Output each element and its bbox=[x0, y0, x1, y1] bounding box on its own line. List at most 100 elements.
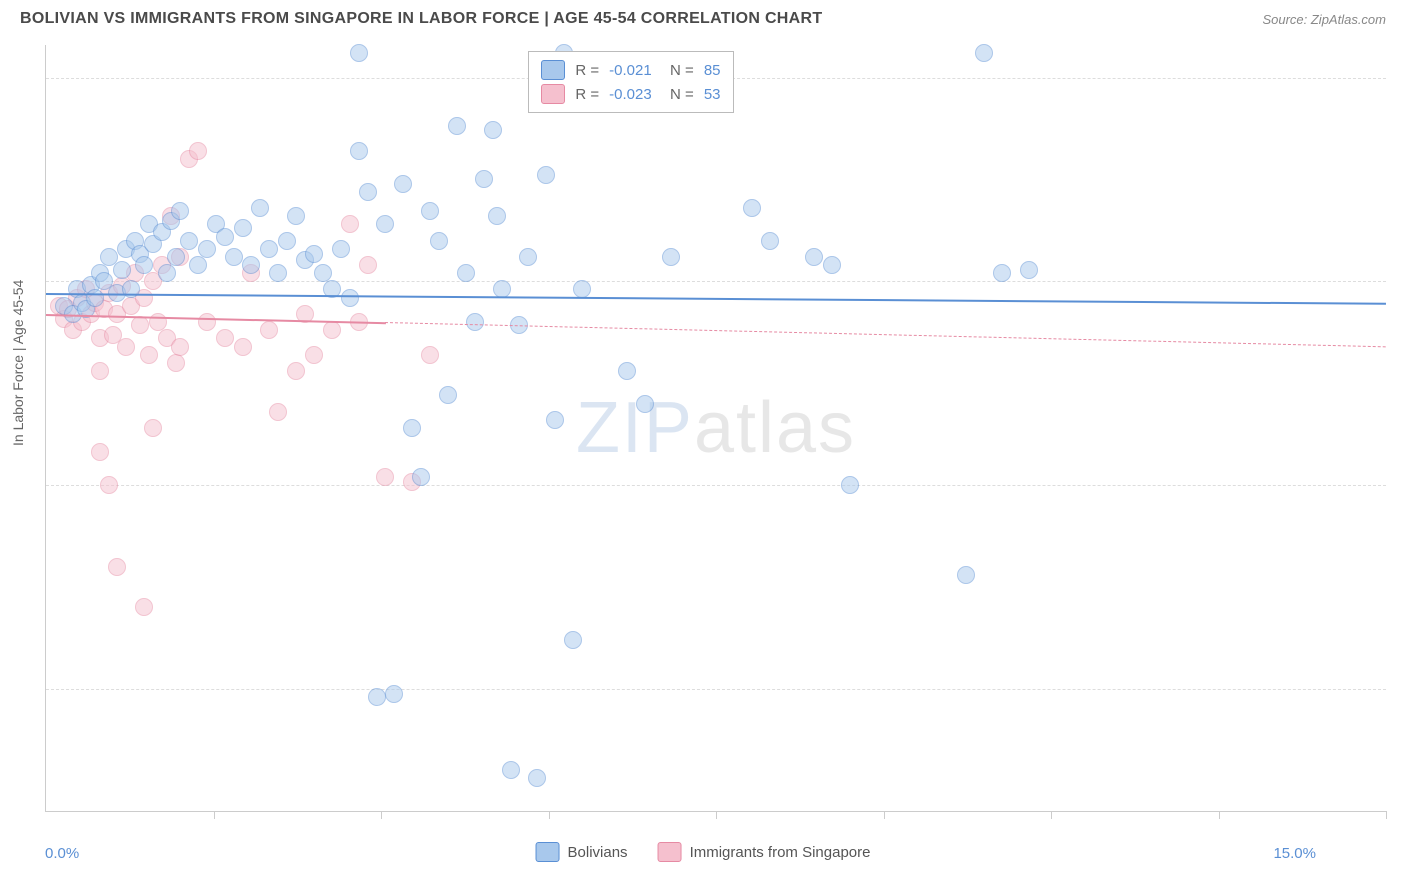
trend-line bbox=[46, 293, 1386, 305]
data-point bbox=[394, 175, 412, 193]
data-point bbox=[412, 468, 430, 486]
data-point bbox=[198, 313, 216, 331]
data-point bbox=[314, 264, 332, 282]
data-point bbox=[403, 419, 421, 437]
data-point bbox=[350, 142, 368, 160]
swatch-icon bbox=[541, 84, 565, 104]
swatch-icon bbox=[541, 60, 565, 80]
x-tick bbox=[1051, 811, 1052, 819]
data-point bbox=[376, 468, 394, 486]
data-point bbox=[528, 769, 546, 787]
gridline bbox=[46, 485, 1386, 486]
data-point bbox=[573, 280, 591, 298]
data-point bbox=[180, 232, 198, 250]
data-point bbox=[100, 476, 118, 494]
data-point bbox=[216, 228, 234, 246]
data-point bbox=[350, 44, 368, 62]
legend-stats: R = -0.021 N = 85R = -0.023 N = 53 bbox=[528, 51, 733, 113]
data-point bbox=[519, 248, 537, 266]
data-point bbox=[269, 403, 287, 421]
data-point bbox=[135, 598, 153, 616]
x-axis-max-label: 15.0% bbox=[1273, 845, 1316, 862]
scatter-chart: ZIPatlas 62.5%75.0%87.5%100.0%R = -0.021… bbox=[45, 45, 1386, 812]
data-point bbox=[189, 256, 207, 274]
y-tick-label: 87.5% bbox=[1396, 273, 1406, 290]
data-point bbox=[216, 329, 234, 347]
data-point bbox=[158, 264, 176, 282]
gridline bbox=[46, 689, 1386, 690]
swatch-singapore-icon bbox=[658, 842, 682, 862]
source-attribution: Source: ZipAtlas.com bbox=[1262, 12, 1386, 27]
legend-label-singapore: Immigrants from Singapore bbox=[690, 844, 871, 861]
data-point bbox=[618, 362, 636, 380]
data-point bbox=[305, 245, 323, 263]
data-point bbox=[269, 264, 287, 282]
r-value: -0.023 bbox=[609, 86, 652, 103]
legend-stats-row: R = -0.023 N = 53 bbox=[541, 82, 720, 106]
data-point bbox=[421, 202, 439, 220]
y-axis-title: In Labor Force | Age 45-54 bbox=[10, 280, 26, 446]
data-point bbox=[430, 232, 448, 250]
data-point bbox=[287, 362, 305, 380]
data-point bbox=[171, 338, 189, 356]
data-point bbox=[108, 558, 126, 576]
y-tick-label: 75.0% bbox=[1396, 477, 1406, 494]
y-tick-label: 62.5% bbox=[1396, 680, 1406, 697]
data-point bbox=[251, 199, 269, 217]
data-point bbox=[993, 264, 1011, 282]
legend-item-bolivians: Bolivians bbox=[536, 842, 628, 862]
data-point bbox=[242, 256, 260, 274]
data-point bbox=[662, 248, 680, 266]
x-tick bbox=[716, 811, 717, 819]
r-label: R = bbox=[575, 62, 599, 79]
watermark: ZIPatlas bbox=[576, 387, 856, 469]
data-point bbox=[189, 142, 207, 160]
n-value: 53 bbox=[704, 86, 721, 103]
x-tick bbox=[381, 811, 382, 819]
data-point bbox=[91, 443, 109, 461]
x-tick bbox=[214, 811, 215, 819]
data-point bbox=[341, 289, 359, 307]
data-point bbox=[86, 289, 104, 307]
data-point bbox=[131, 316, 149, 334]
data-point bbox=[823, 256, 841, 274]
legend-item-singapore: Immigrants from Singapore bbox=[658, 842, 871, 862]
data-point bbox=[743, 199, 761, 217]
data-point bbox=[439, 386, 457, 404]
data-point bbox=[805, 248, 823, 266]
data-point bbox=[260, 240, 278, 258]
data-point bbox=[484, 121, 502, 139]
trend-line-dashed bbox=[385, 322, 1386, 347]
n-label: N = bbox=[662, 86, 694, 103]
source-value: ZipAtlas.com bbox=[1311, 12, 1386, 27]
data-point bbox=[225, 248, 243, 266]
data-point bbox=[91, 362, 109, 380]
legend-label-bolivians: Bolivians bbox=[568, 844, 628, 861]
data-point bbox=[636, 395, 654, 413]
data-point bbox=[135, 256, 153, 274]
x-tick bbox=[884, 811, 885, 819]
legend-stats-row: R = -0.021 N = 85 bbox=[541, 58, 720, 82]
data-point bbox=[122, 280, 140, 298]
data-point bbox=[1020, 261, 1038, 279]
data-point bbox=[368, 688, 386, 706]
data-point bbox=[144, 419, 162, 437]
data-point bbox=[975, 44, 993, 62]
data-point bbox=[341, 215, 359, 233]
data-point bbox=[117, 338, 135, 356]
data-point bbox=[234, 338, 252, 356]
data-point bbox=[167, 248, 185, 266]
data-point bbox=[305, 346, 323, 364]
data-point bbox=[761, 232, 779, 250]
data-point bbox=[359, 256, 377, 274]
source-label: Source: bbox=[1262, 12, 1310, 27]
data-point bbox=[475, 170, 493, 188]
data-point bbox=[546, 411, 564, 429]
data-point bbox=[841, 476, 859, 494]
data-point bbox=[376, 215, 394, 233]
data-point bbox=[140, 346, 158, 364]
data-point bbox=[287, 207, 305, 225]
watermark-atlas: atlas bbox=[694, 388, 856, 468]
data-point bbox=[421, 346, 439, 364]
swatch-bolivians-icon bbox=[536, 842, 560, 862]
